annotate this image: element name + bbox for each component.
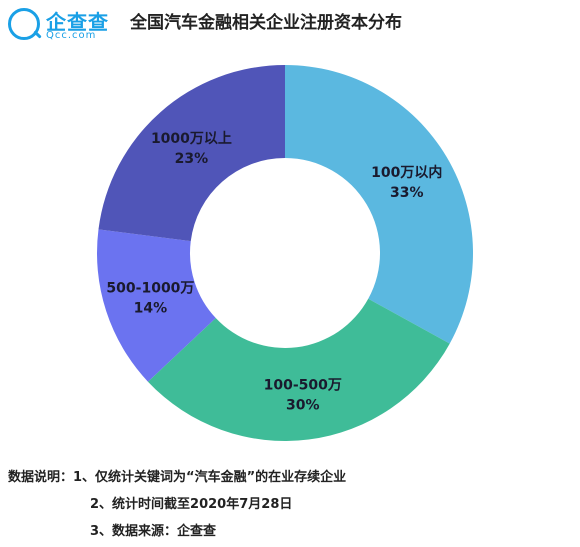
note-item-3: 3、数据来源：企查查 [90, 524, 217, 539]
slice-label-2: 100-500万 [264, 377, 342, 393]
donut-chart: 100万以内 33% 100-500万 30% 500-1000万 14% 1000万以上 2… [96, 65, 474, 441]
logo-domain: Qcc.com [46, 30, 97, 41]
note-item-1: 1、仅统计关键词为“汽车金融”的在业存续企业 [73, 470, 347, 485]
slice-labels: 100万以内 33% 100-500万 30% 500-1000万 14% 1000万以上 2… [106, 131, 442, 414]
slice-label-1: 100万以内 [371, 164, 442, 181]
donut-slice-4 [98, 65, 285, 242]
slice-percent-2: 30% [286, 397, 320, 413]
slice-percent-1: 33% [390, 185, 424, 201]
donut-slice-1 [285, 65, 474, 344]
notes-heading: 数据说明： [8, 470, 74, 485]
header: 企查查 Qcc.com 全国汽车金融相关企业注册资本分布 [0, 0, 580, 48]
note-item-2: 2、统计时间截至2020年7月28日 [90, 497, 293, 512]
slice-percent-4: 23% [175, 151, 209, 167]
magnifier-logo-icon [8, 8, 40, 40]
donut-slices [96, 65, 474, 441]
slice-label-3: 500-1000万 [106, 281, 194, 297]
logo: 企查查 Qcc.com [8, 6, 118, 44]
slice-percent-3: 14% [134, 301, 168, 317]
note-line-1: 数据说明：1、仅统计关键词为“汽车金融”的在业存续企业 [8, 466, 346, 485]
donut-slice-3 [96, 229, 216, 382]
slice-label-4: 1000万以上 [151, 131, 232, 147]
chart-title: 全国汽车金融相关企业注册资本分布 [130, 13, 402, 33]
logo-name: 企查查 [46, 10, 109, 34]
donut-slice-2 [147, 298, 450, 441]
